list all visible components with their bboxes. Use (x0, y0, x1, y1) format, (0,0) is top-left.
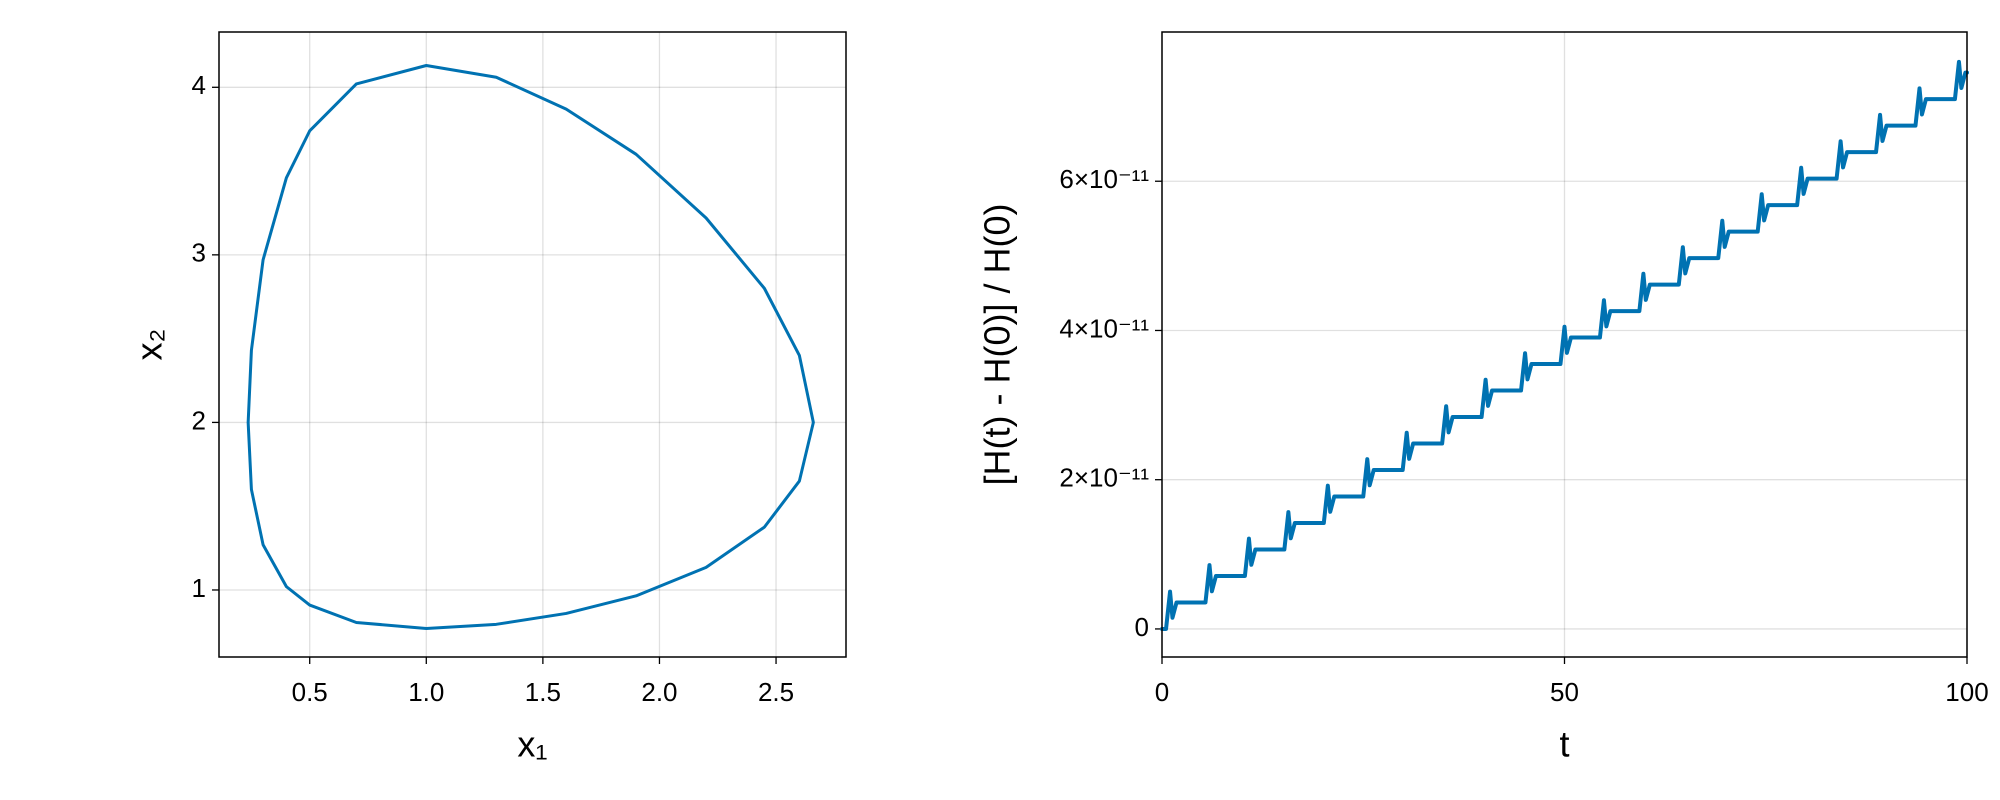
x-tick-label: 100 (1945, 677, 1988, 707)
data-line (246, 64, 815, 631)
y-tick-label: 3 (192, 238, 206, 268)
x-axis-label: t (1559, 724, 1569, 765)
x-axis-label: x₁ (517, 724, 547, 765)
y-tick-label: 2 (192, 405, 206, 435)
y-tick-label: 0 (1135, 612, 1149, 642)
y-tick-label: 1 (192, 573, 206, 603)
x-tick-label: 50 (1550, 677, 1579, 707)
x-tick-label: 1.0 (408, 677, 444, 707)
data-line (1160, 59, 1969, 631)
y-axis-label: [H(t) - H(0)] / H(0) (977, 204, 1018, 486)
plot-frame (218, 31, 847, 658)
plot-frame (1161, 31, 1968, 658)
y-tick-label: 4 (192, 70, 206, 100)
x-tick-label: 2.5 (758, 677, 794, 707)
y-axis-label: x₂ (129, 329, 170, 361)
x-tick-label: 0 (1155, 677, 1169, 707)
x-tick-label: 0.5 (292, 677, 328, 707)
y-tick-label: 4×10⁻¹¹ (1059, 313, 1149, 343)
x-tick-label: 1.5 (525, 677, 561, 707)
y-tick-label: 6×10⁻¹¹ (1059, 164, 1149, 194)
y-tick-label: 2×10⁻¹¹ (1059, 463, 1149, 493)
x-tick-label: 2.0 (641, 677, 677, 707)
